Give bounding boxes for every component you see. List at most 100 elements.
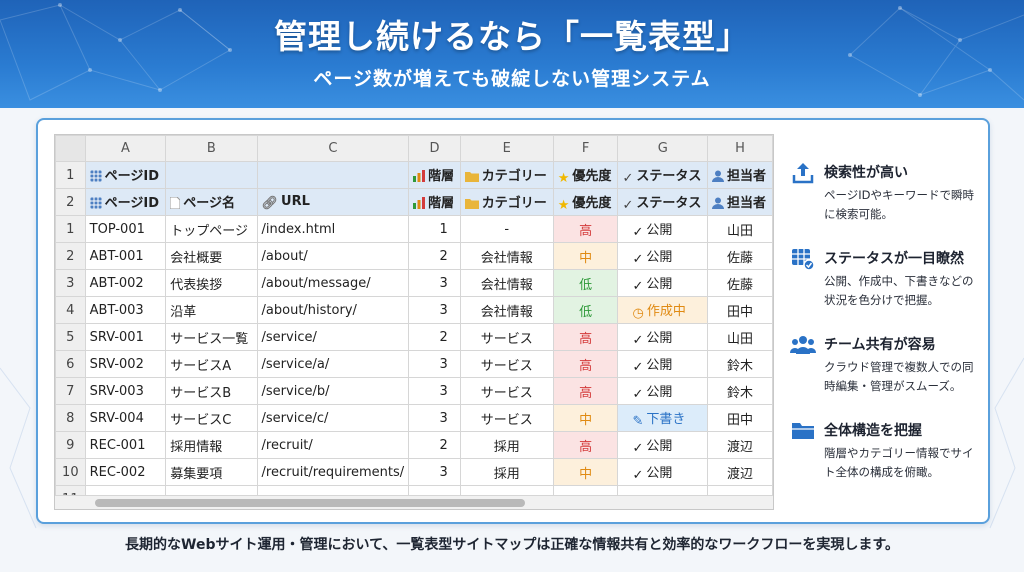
row-number[interactable]: 9: [55, 431, 86, 459]
table-cell[interactable]: ✓ ステータス: [617, 188, 708, 216]
cell-status[interactable]: ✓ 公開: [617, 215, 708, 243]
cell-priority[interactable]: 高: [552, 215, 619, 243]
cell-priority[interactable]: 中: [552, 458, 619, 486]
cell-page-name[interactable]: サービスC: [165, 404, 258, 432]
cell-owner[interactable]: 鈴木: [706, 377, 773, 405]
cell-owner[interactable]: 佐藤: [706, 242, 773, 270]
table-cell[interactable]: ページ名: [165, 188, 258, 216]
cell-priority[interactable]: 中: [552, 242, 619, 270]
row-number[interactable]: 6: [55, 350, 86, 378]
row-number[interactable]: 1: [55, 161, 86, 189]
cell-url[interactable]: /recruit/requirements/: [256, 458, 410, 486]
cell-category[interactable]: 会社情報: [459, 269, 554, 297]
cell-page-name[interactable]: サービスA: [165, 350, 258, 378]
row-number[interactable]: 2: [55, 188, 86, 216]
cell-page-id[interactable]: SRV-004: [84, 404, 167, 432]
table-cell[interactable]: ★ 優先度: [552, 188, 619, 216]
cell-level[interactable]: 3: [408, 377, 461, 405]
row-number[interactable]: 3: [55, 269, 86, 297]
cell-status[interactable]: ✓ 公開: [617, 350, 708, 378]
cell-page-id[interactable]: TOP-001: [84, 215, 167, 243]
cell-priority[interactable]: 高: [552, 377, 619, 405]
cell-level[interactable]: 3: [408, 296, 461, 324]
table-cell[interactable]: 担当者: [706, 161, 773, 189]
cell-url[interactable]: /recruit/: [256, 431, 410, 459]
column-header[interactable]: C: [256, 135, 410, 162]
cell-page-id[interactable]: REC-002: [84, 458, 167, 486]
cell-owner[interactable]: 山田: [706, 215, 773, 243]
table-cell[interactable]: 担当者: [706, 188, 773, 216]
cell-category[interactable]: サービス: [459, 404, 554, 432]
cell-status[interactable]: ✓ 公開: [617, 242, 708, 270]
cell-owner[interactable]: 鈴木: [706, 350, 773, 378]
cell-category[interactable]: 会社情報: [459, 242, 554, 270]
cell-priority[interactable]: 高: [552, 431, 619, 459]
cell-category[interactable]: サービス: [459, 323, 554, 351]
table-cell[interactable]: 階層: [408, 161, 461, 189]
row-number[interactable]: 7: [55, 377, 86, 405]
cell-level[interactable]: 3: [408, 458, 461, 486]
cell-status[interactable]: ✓ 公開: [617, 323, 708, 351]
cell-owner[interactable]: 佐藤: [706, 269, 773, 297]
cell-priority[interactable]: 高: [552, 350, 619, 378]
cell-url[interactable]: /about/history/: [256, 296, 410, 324]
cell-level[interactable]: 3: [408, 269, 461, 297]
row-number[interactable]: 10: [55, 458, 86, 486]
cell-status[interactable]: ✓ 公開: [617, 269, 708, 297]
column-header[interactable]: G: [617, 135, 708, 162]
column-header[interactable]: H: [706, 135, 773, 162]
column-header[interactable]: F: [552, 135, 619, 162]
cell-url[interactable]: /index.html: [256, 215, 410, 243]
table-cell[interactable]: ✓ ステータス: [617, 161, 708, 189]
table-cell[interactable]: ページID: [84, 161, 167, 189]
cell-status[interactable]: ✓ 公開: [617, 431, 708, 459]
cell-priority[interactable]: 低: [552, 296, 619, 324]
cell-page-id[interactable]: SRV-003: [84, 377, 167, 405]
cell-level[interactable]: 1: [408, 215, 461, 243]
cell-level[interactable]: 2: [408, 323, 461, 351]
cell-page-name[interactable]: サービス一覧: [165, 323, 258, 351]
cell-url[interactable]: /about/: [256, 242, 410, 270]
cell-url[interactable]: /service/b/: [256, 377, 410, 405]
table-cell[interactable]: カテゴリー: [459, 188, 554, 216]
cell-page-id[interactable]: REC-001: [84, 431, 167, 459]
cell-page-name[interactable]: トップページ: [165, 215, 258, 243]
column-header[interactable]: E: [459, 135, 554, 162]
cell-page-name[interactable]: 沿革: [165, 296, 258, 324]
cell-category[interactable]: サービス: [459, 377, 554, 405]
table-cell[interactable]: ページID: [84, 188, 167, 216]
cell-page-id[interactable]: SRV-002: [84, 350, 167, 378]
spreadsheet[interactable]: A B C D E F G H 1 ページID 階層 カテゴリー: [54, 134, 774, 510]
cell-level[interactable]: 3: [408, 404, 461, 432]
cell-owner[interactable]: 渡辺: [706, 458, 773, 486]
cell-page-name[interactable]: 会社概要: [165, 242, 258, 270]
cell-page-id[interactable]: ABT-001: [84, 242, 167, 270]
cell-owner[interactable]: 山田: [706, 323, 773, 351]
cell-category[interactable]: -: [459, 215, 554, 243]
cell-url[interactable]: /service/a/: [256, 350, 410, 378]
cell-page-name[interactable]: 代表挨拶: [165, 269, 258, 297]
cell-page-id[interactable]: SRV-001: [84, 323, 167, 351]
cell-page-name[interactable]: サービスB: [165, 377, 258, 405]
column-header[interactable]: B: [165, 135, 258, 162]
table-cell[interactable]: [165, 161, 258, 189]
table-cell[interactable]: 🔗︎ URL: [256, 188, 410, 216]
cell-category[interactable]: 会社情報: [459, 296, 554, 324]
cell-status[interactable]: ✓ 公開: [617, 458, 708, 486]
cell-page-name[interactable]: 採用情報: [165, 431, 258, 459]
cell-priority[interactable]: 低: [552, 269, 619, 297]
cell-page-name[interactable]: 募集要項: [165, 458, 258, 486]
column-header[interactable]: D: [408, 135, 461, 162]
cell-level[interactable]: 2: [408, 242, 461, 270]
cell-url[interactable]: /about/message/: [256, 269, 410, 297]
cell-status[interactable]: ✓ 公開: [617, 377, 708, 405]
cell-owner[interactable]: 田中: [706, 404, 773, 432]
cell-page-id[interactable]: ABT-003: [84, 296, 167, 324]
cell-owner[interactable]: 渡辺: [706, 431, 773, 459]
cell-category[interactable]: 採用: [459, 458, 554, 486]
cell-status[interactable]: ✎ 下書き: [617, 404, 708, 432]
horizontal-scrollbar[interactable]: [55, 495, 773, 509]
cell-status[interactable]: ◷ 作成中: [617, 296, 708, 324]
row-number[interactable]: 1: [55, 215, 86, 243]
cell-category[interactable]: 採用: [459, 431, 554, 459]
